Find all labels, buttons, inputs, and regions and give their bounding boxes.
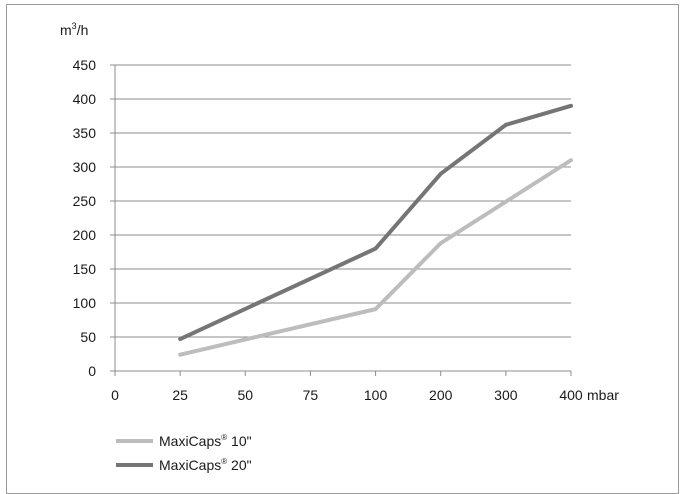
- x-tick-label: 100: [364, 387, 388, 403]
- gridlines: [115, 65, 571, 337]
- y-axis-label: m3/h: [60, 21, 88, 38]
- series-lines: [180, 106, 571, 355]
- y-tick-label: 0: [88, 363, 96, 379]
- x-tick-label: 50: [237, 387, 253, 403]
- legend-label-maxicaps-10: MaxiCaps® 10": [159, 433, 252, 449]
- axes: [110, 65, 571, 376]
- x-tick-label: 0: [111, 387, 119, 403]
- x-tick-label: 25: [172, 387, 188, 403]
- legend-label-maxicaps-20: MaxiCaps® 20": [159, 457, 252, 473]
- x-tick-label: 200: [429, 387, 453, 403]
- y-tick-label: 350: [73, 125, 97, 141]
- y-tick-label: 150: [73, 261, 97, 277]
- series-line-1: [180, 106, 571, 339]
- y-tick-label: 50: [80, 329, 96, 345]
- series-line-0: [180, 160, 571, 354]
- legend: MaxiCaps® 10" MaxiCaps® 20": [116, 433, 252, 473]
- y-tick-label: 200: [73, 227, 97, 243]
- tick-labels: 0 50 100 150 200 250 300 350 400 450 0 25 50 75 100 200…: [73, 57, 583, 403]
- x-tick-label: 75: [303, 387, 319, 403]
- x-axis-label: mbar: [587, 387, 619, 403]
- x-tick-label: 400: [559, 387, 583, 403]
- y-tick-label: 100: [73, 295, 97, 311]
- y-tick-label: 400: [73, 91, 97, 107]
- y-tick-label: 300: [73, 159, 97, 175]
- y-tick-label: 250: [73, 193, 97, 209]
- y-tick-label: 450: [73, 57, 97, 73]
- x-tick-label: 300: [494, 387, 518, 403]
